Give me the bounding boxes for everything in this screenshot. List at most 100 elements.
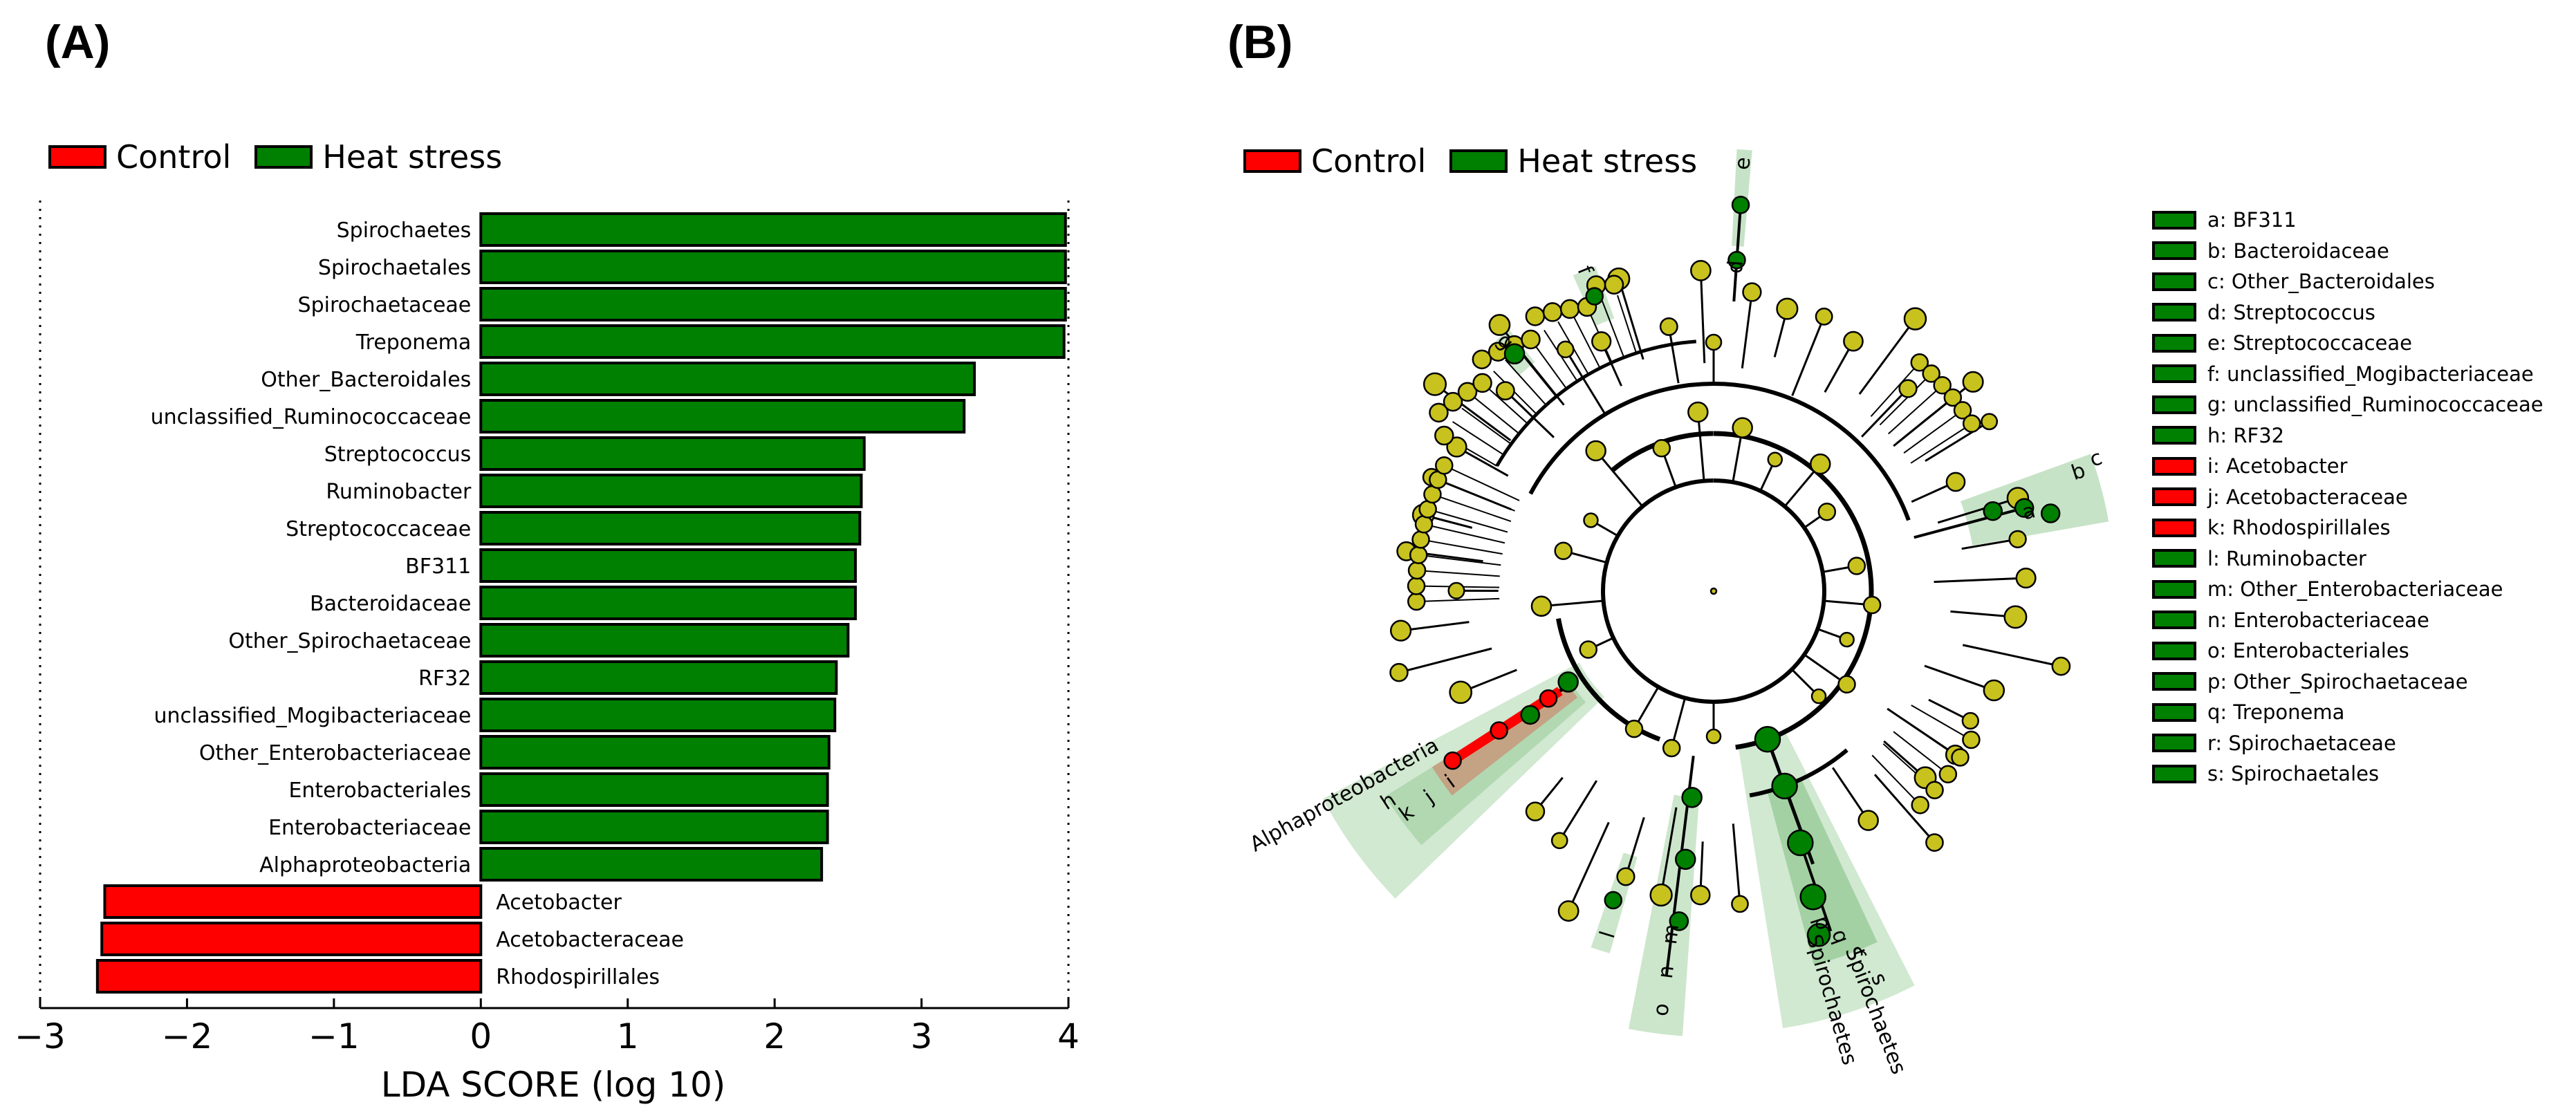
taxon-node bbox=[1577, 297, 1597, 317]
taxon-node bbox=[1911, 796, 1929, 814]
taxon-node bbox=[1862, 595, 1882, 615]
taxon-node bbox=[1521, 329, 1541, 350]
taxon-node bbox=[1411, 503, 1435, 527]
taxon-node bbox=[1962, 371, 1984, 393]
taxon-node bbox=[1662, 738, 1681, 758]
taxon-node bbox=[1953, 401, 1972, 420]
taxon-node bbox=[1652, 439, 1671, 458]
taxon-node bbox=[1914, 766, 1937, 790]
taxon-node bbox=[1943, 388, 1963, 407]
cladogram-branch bbox=[1667, 326, 1680, 384]
cladogram-branch bbox=[1699, 841, 1704, 895]
node-streptococcus bbox=[1731, 196, 1750, 214]
taxon-node bbox=[1607, 267, 1631, 290]
taxon-node bbox=[1910, 353, 1929, 372]
bar-label: Streptococcus bbox=[324, 442, 472, 467]
taxon-node bbox=[1407, 561, 1427, 580]
x-tick-label: 2 bbox=[763, 1016, 786, 1056]
cladogram-legend-item: c: Other_Bacteroidales bbox=[2152, 266, 2543, 297]
node-enterobacteriales bbox=[1681, 787, 1703, 808]
bar-acetobacteraceae bbox=[100, 922, 483, 956]
taxon-node bbox=[1945, 745, 1965, 765]
cladogram-branch bbox=[1431, 476, 1512, 511]
cladogram-branch bbox=[1962, 644, 2061, 668]
cladogram-branch bbox=[1600, 341, 1622, 386]
taxon-node bbox=[1443, 391, 1463, 412]
bar-other-enterobacteriaceae bbox=[479, 735, 831, 770]
taxon-node bbox=[1857, 810, 1879, 831]
x-tick-label: 1 bbox=[617, 1016, 639, 1056]
taxon-node bbox=[1559, 299, 1580, 319]
bar-label: Other_Bacteroidales bbox=[261, 368, 471, 392]
bar-alphaproteobacteria bbox=[479, 847, 824, 882]
cladogram-branch bbox=[1601, 300, 1625, 358]
taxon-node bbox=[1389, 619, 1412, 642]
cladogram-legend-item: g: unclassified_Ruminococcaceae bbox=[2152, 389, 2543, 420]
cladogram-branch bbox=[1896, 399, 1951, 444]
cladogram-legend-swatch bbox=[2152, 272, 2196, 291]
cladogram-legend-item: j: Acetobacteraceae bbox=[2152, 482, 2543, 513]
cladogram-legend-label: b: Bacteroidaceae bbox=[2207, 239, 2389, 263]
cladogram-legend-label: i: Acetobacter bbox=[2207, 454, 2348, 478]
cladogram-branch bbox=[1461, 407, 1512, 445]
bar-ruminobacter bbox=[479, 474, 863, 508]
cladogram-branch bbox=[1824, 599, 1873, 606]
cladogram-legend-label: s: Spirochaetales bbox=[2207, 762, 2380, 786]
cladogram-legend-swatch bbox=[2152, 764, 2196, 783]
taxon-node bbox=[1945, 472, 1966, 492]
taxon-node bbox=[1411, 530, 1430, 549]
taxon-node bbox=[1705, 728, 1722, 745]
taxon-node bbox=[1423, 485, 1442, 504]
legend-a-heat-label: Heat stress bbox=[322, 138, 503, 176]
taxon-node bbox=[1585, 440, 1606, 462]
cladogram-legend-swatch bbox=[2152, 579, 2196, 599]
cladogram-legend-swatch bbox=[2152, 395, 2196, 414]
cladogram-branch bbox=[1924, 664, 1994, 691]
bar-other-bacteroidales bbox=[479, 362, 976, 396]
cladogram-branch bbox=[1481, 382, 1528, 425]
taxon-node bbox=[1504, 335, 1525, 355]
cladogram-legend-item: o: Enterobacteriales bbox=[2152, 635, 2543, 667]
cladogram-ring bbox=[1611, 431, 1714, 473]
cladogram-branch bbox=[1471, 395, 1520, 434]
cladogram-branch bbox=[1665, 755, 1695, 976]
bar-label: Spirochaetes bbox=[337, 218, 472, 243]
clade-shade-streptococcaceae bbox=[1732, 149, 1752, 247]
taxon-node bbox=[1422, 467, 1441, 487]
node-spirochaetaceae bbox=[1787, 829, 1814, 857]
taxon-node bbox=[1525, 801, 1546, 821]
cladogram-legend-swatch bbox=[2152, 549, 2196, 568]
bar-rf32 bbox=[479, 660, 838, 695]
cladogram-branch bbox=[1910, 425, 1970, 464]
cladogram-legend-item: b: Bacteroidaceae bbox=[2152, 236, 2543, 267]
x-tick-label: −3 bbox=[15, 1016, 66, 1056]
cladogram-branch bbox=[1937, 497, 2019, 524]
cladogram-legend-swatch bbox=[2152, 303, 2196, 322]
cladogram-branch bbox=[1440, 480, 1515, 512]
taxon-node bbox=[1898, 379, 1918, 398]
clade-letter-m: m bbox=[1658, 923, 1684, 946]
cladogram-legend-label: m: Other_Enterobacteriaceae bbox=[2207, 577, 2503, 602]
x-tick-label: −1 bbox=[308, 1016, 360, 1056]
cladogram-branch bbox=[1571, 313, 1601, 369]
cladogram-legend-item: k: Rhodospirillales bbox=[2152, 512, 2543, 543]
taxon-node bbox=[1530, 595, 1553, 617]
cladogram-ring bbox=[1713, 431, 1874, 750]
cladogram-branch bbox=[1831, 767, 1869, 821]
cladogram-branch bbox=[1911, 481, 1956, 503]
taxon-node bbox=[1591, 331, 1612, 352]
legend-a-control-swatch bbox=[48, 145, 106, 169]
cladogram-legend-label: h: RF32 bbox=[2207, 423, 2285, 447]
cladogram-branch bbox=[1903, 411, 1961, 454]
cladogram-legend-label: o: Enterobacteriales bbox=[2207, 639, 2409, 663]
cladogram-branch bbox=[1435, 494, 1512, 523]
taxon-node bbox=[2015, 568, 2037, 589]
cladogram-branch bbox=[1873, 774, 1936, 844]
cladogram-branch bbox=[1447, 466, 1520, 501]
taxon-node bbox=[1776, 297, 1799, 320]
cladogram-branch bbox=[1456, 446, 1509, 477]
cladogram-branch bbox=[1888, 386, 1940, 435]
cladogram-branch bbox=[1449, 682, 1571, 764]
cladogram-branch bbox=[1443, 435, 1497, 467]
cladogram-legend-item: l: Ruminobacter bbox=[2152, 543, 2543, 575]
